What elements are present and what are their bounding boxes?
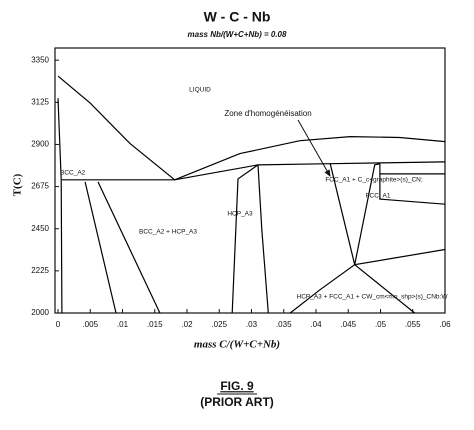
region-label: HCP_A3 + FCC_A1 + CW_cm<mo_shp>(s)_CNb:W	[297, 294, 449, 301]
phase-boundary	[57, 75, 176, 181]
y-tick-label: 2450	[31, 224, 49, 233]
x-tick-label: .05	[375, 320, 387, 329]
y-tick-label: 3350	[31, 55, 49, 64]
y-tick-label: 2675	[31, 182, 49, 191]
phase-boundary	[379, 163, 446, 205]
plot-frame	[54, 47, 446, 314]
x-tick-label: .03	[246, 320, 258, 329]
caption-note: (PRIOR ART)	[200, 395, 274, 409]
figure-caption: FIG. 9	[220, 379, 254, 393]
phase-boundary	[257, 164, 269, 314]
y-tick-label: 2900	[31, 140, 49, 149]
y-tick-label: 3125	[31, 97, 49, 106]
x-tick-label: .01	[117, 320, 129, 329]
annotation-arrow	[297, 119, 331, 177]
x-tick-label: .04	[310, 320, 322, 329]
phase-boundary	[289, 248, 446, 314]
x-tick-label: .06	[439, 320, 451, 329]
phase-boundary	[329, 163, 381, 265]
x-tick-label: .045	[340, 320, 356, 329]
chart-title: W - C - Nb	[204, 9, 271, 25]
phase-boundary	[57, 98, 63, 314]
x-tick-label: .015	[147, 320, 163, 329]
phase-boundary	[231, 164, 259, 314]
region-label: LIQUID	[189, 87, 211, 94]
phase-boundary	[354, 264, 416, 314]
region-label: BCC_A2	[60, 170, 86, 177]
x-axis-label: mass C/(W+C+Nb)	[194, 339, 280, 351]
region-label: BCC_A2 + HCP_A3	[139, 229, 197, 236]
region-label: FCC_A1 + C_c<graphite>(s)_CN:	[325, 177, 423, 184]
y-tick-label: 2000	[31, 308, 49, 317]
x-tick-label: 0	[56, 320, 61, 329]
chart-subtitle: mass Nb/(W+C+Nb) = 0.08	[188, 30, 287, 39]
x-tick-label: .035	[276, 320, 292, 329]
phase-boundary	[174, 135, 446, 181]
region-label: Zone d'homogénéisation	[224, 109, 311, 118]
phase-boundary	[84, 181, 117, 314]
x-tick-label: .055	[405, 320, 421, 329]
x-tick-label: .02	[181, 320, 193, 329]
y-axis-label: T(C)	[12, 173, 24, 196]
region-label: HCP_A3	[227, 211, 253, 218]
y-tick-label: 2225	[31, 266, 49, 275]
x-tick-label: .025	[211, 320, 227, 329]
x-tick-label: .005	[82, 320, 98, 329]
region-label: FCC_A1	[366, 193, 391, 200]
phase-boundary	[97, 181, 161, 314]
